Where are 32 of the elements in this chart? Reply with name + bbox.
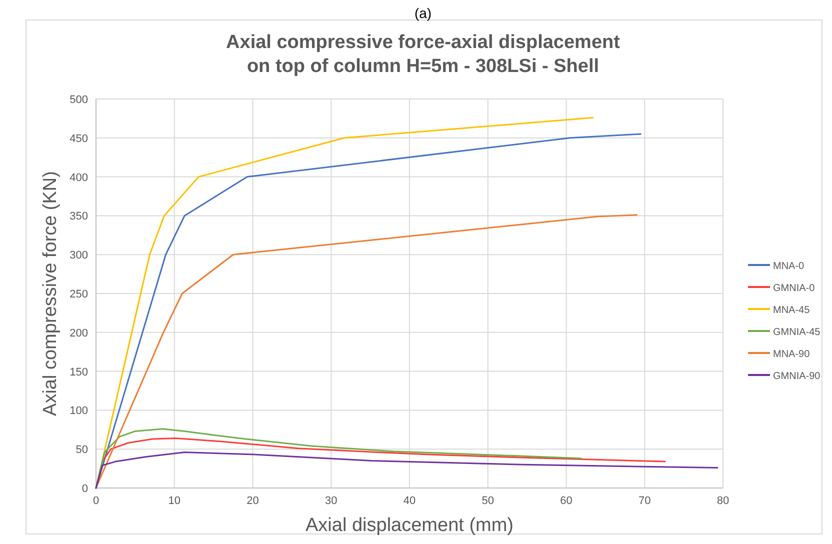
chart-title: Axial compressive force-axial displacement on top of column H=5m - 308LSi - Shell (226, 32, 621, 77)
y-tick-label: 150 (70, 366, 88, 378)
y-tick-label: 500 (70, 94, 88, 106)
y-tick-label: 300 (70, 250, 88, 262)
y-tick-label: 0 (82, 483, 88, 495)
legend-label: MNA-90 (773, 349, 810, 360)
x-tick-label: 80 (716, 495, 730, 507)
y-tick-label: 100 (70, 405, 88, 418)
x-tick-label: 30 (325, 495, 338, 507)
x-tick-label: 50 (482, 495, 494, 507)
line-series (95, 214, 638, 489)
y-tick-label: 50 (76, 444, 88, 456)
x-axis-title: Axial displacement (mm) (306, 515, 514, 536)
legend-label: MNA-0 (773, 261, 805, 272)
legend-label: GMNIA-90 (773, 371, 821, 382)
x-tick-label: 20 (246, 495, 259, 507)
x-tick-label: 40 (403, 495, 416, 507)
line-series (95, 451, 718, 489)
x-tick-label: 10 (168, 495, 180, 507)
x-tick-label: 0 (92, 495, 100, 507)
y-axis-title: Axial compressive force (KN) (40, 171, 61, 416)
legend-label: MNA-45 (773, 305, 810, 316)
legend-label: GMNIA-45 (773, 327, 821, 338)
x-tick-label: 70 (638, 495, 651, 507)
y-tick-label: 350 (70, 210, 88, 223)
legend-label: GMNIA-0 (773, 283, 816, 294)
y-tick-label: 200 (70, 327, 88, 340)
text: (a) (414, 5, 432, 21)
y-tick-label: 400 (70, 172, 88, 184)
x-tick-label: 60 (560, 495, 572, 507)
y-tick-label: 250 (70, 288, 88, 300)
y-tick-label: 450 (70, 132, 88, 145)
